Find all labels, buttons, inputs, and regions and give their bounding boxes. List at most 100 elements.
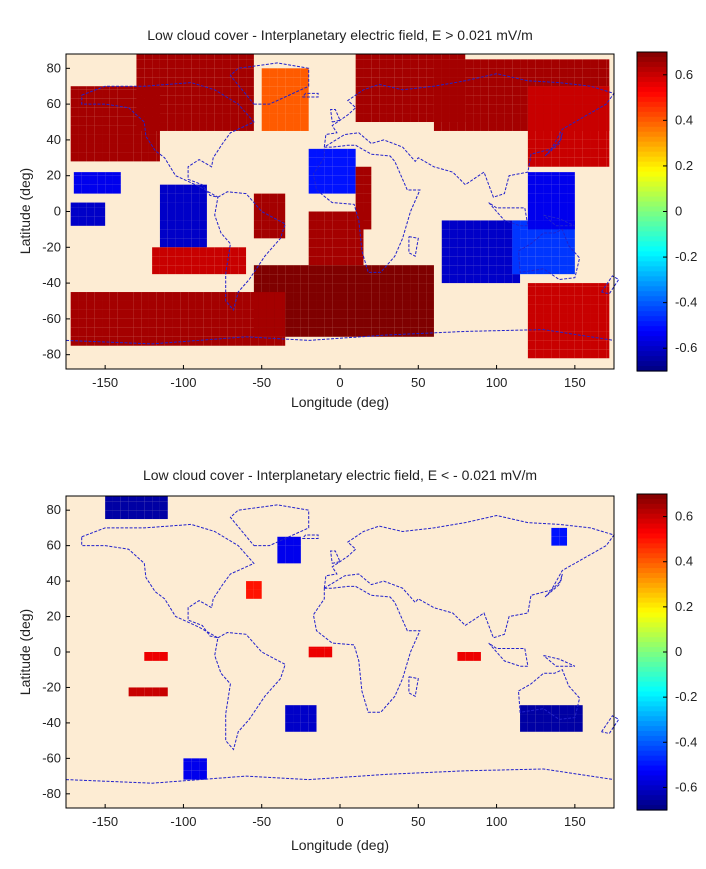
y-tick-label: 60 — [47, 538, 61, 553]
heatmap-cell — [480, 68, 489, 78]
heatmap-cell — [480, 229, 489, 239]
heatmap-cell — [274, 336, 283, 346]
heatmap-cell — [261, 104, 270, 114]
heatmap-cell — [191, 54, 200, 60]
heatmap-cell — [117, 327, 126, 337]
heatmap-cell — [574, 95, 583, 105]
y-tick-label: -40 — [42, 715, 61, 730]
heatmap-cell — [433, 122, 442, 131]
heatmap-cell — [512, 256, 521, 266]
heatmap-cell — [274, 318, 283, 328]
colorbar-segment — [637, 597, 667, 604]
heatmap-cell — [535, 68, 544, 78]
heatmap-cell — [308, 211, 317, 221]
heatmap-cell — [109, 107, 118, 117]
heatmap-cell — [269, 229, 278, 239]
heatmap-cell — [426, 265, 434, 275]
heatmap-cell — [347, 157, 356, 167]
heatmap-cell — [125, 327, 134, 337]
heatmap-cell — [206, 256, 215, 266]
colorbar-segment — [637, 622, 667, 628]
heatmap-cell — [394, 68, 403, 78]
heatmap-cell — [293, 265, 301, 275]
heatmap-cell — [246, 77, 254, 87]
heatmap-cell — [582, 122, 591, 131]
heatmap-cell — [269, 274, 278, 284]
colorbar-segment — [637, 211, 667, 218]
heatmap-cell — [402, 283, 411, 293]
heatmap-cell — [222, 113, 231, 123]
heatmap-cell — [159, 496, 168, 502]
heatmap-cell — [379, 104, 387, 114]
colorbar-segment — [637, 632, 667, 638]
heatmap-cell — [203, 292, 212, 301]
heatmap-cell — [308, 292, 317, 301]
heatmap-cell — [125, 318, 134, 328]
heatmap-cell — [559, 714, 568, 723]
x-tick-label: -100 — [170, 375, 196, 390]
heatmap-cell — [167, 220, 176, 230]
heatmap-cell — [183, 54, 192, 60]
heatmap-cell — [89, 172, 98, 176]
colorbar-segment — [637, 266, 667, 272]
heatmap-cell — [449, 256, 458, 266]
heatmap-cell — [457, 274, 466, 284]
heatmap-cell — [535, 714, 544, 723]
heatmap-cell — [183, 77, 192, 87]
heatmap-cell — [235, 300, 243, 310]
heatmap-cell — [70, 98, 79, 108]
heatmap-cell — [363, 59, 372, 69]
heatmap-cell — [340, 211, 348, 221]
heatmap-cell — [527, 340, 536, 350]
heatmap-cell — [559, 113, 568, 123]
heatmap-cell — [285, 327, 294, 337]
heatmap-cell — [567, 59, 575, 69]
heatmap-cell — [78, 86, 87, 90]
coastline — [330, 109, 341, 123]
heatmap-cell — [227, 300, 236, 310]
heatmap-cell — [238, 256, 247, 266]
heatmap-cell — [598, 104, 607, 114]
heatmap-cell — [175, 54, 184, 60]
heatmap-cell — [125, 86, 134, 90]
heatmap-cell — [465, 59, 474, 69]
heatmap-cell — [120, 501, 129, 511]
y-tick-label: -20 — [42, 679, 61, 694]
heatmap-cell — [172, 336, 181, 346]
heatmap-cell — [441, 104, 450, 114]
heatmap-cell — [512, 104, 521, 114]
heatmap-cell — [300, 714, 309, 723]
panel-bottom-cells — [105, 496, 583, 780]
heatmap-cell — [473, 220, 481, 230]
heatmap-cell — [520, 247, 528, 257]
heatmap-cell — [324, 220, 333, 230]
heatmap-cell — [480, 86, 489, 96]
heatmap-cell — [97, 172, 106, 176]
heatmap-cell — [183, 247, 192, 257]
heatmap-cell — [504, 68, 513, 78]
heatmap-cell — [78, 216, 87, 226]
heatmap-cell — [285, 113, 294, 123]
heatmap-cell — [340, 300, 348, 310]
heatmap-cell — [261, 211, 270, 221]
heatmap-cell — [606, 77, 610, 87]
heatmap-cell — [152, 247, 160, 257]
heatmap-cell — [363, 283, 372, 293]
heatmap-cell — [488, 68, 497, 78]
heatmap-cell — [164, 300, 173, 310]
heatmap-cell — [457, 229, 466, 239]
heatmap-cell — [496, 274, 505, 284]
heatmap-cell — [606, 130, 610, 140]
heatmap-cell — [386, 59, 395, 69]
heatmap-cell — [238, 59, 247, 69]
heatmap-cell — [277, 283, 286, 293]
heatmap-cell — [308, 648, 317, 658]
coastline — [408, 236, 419, 257]
heatmap-cell — [394, 292, 403, 301]
heatmap-cell — [567, 322, 575, 332]
heatmap-cell — [527, 113, 536, 123]
heatmap-cell — [355, 265, 364, 275]
heatmap-cell — [94, 207, 103, 217]
heatmap-cell — [535, 313, 544, 323]
heatmap-cell — [441, 238, 450, 248]
